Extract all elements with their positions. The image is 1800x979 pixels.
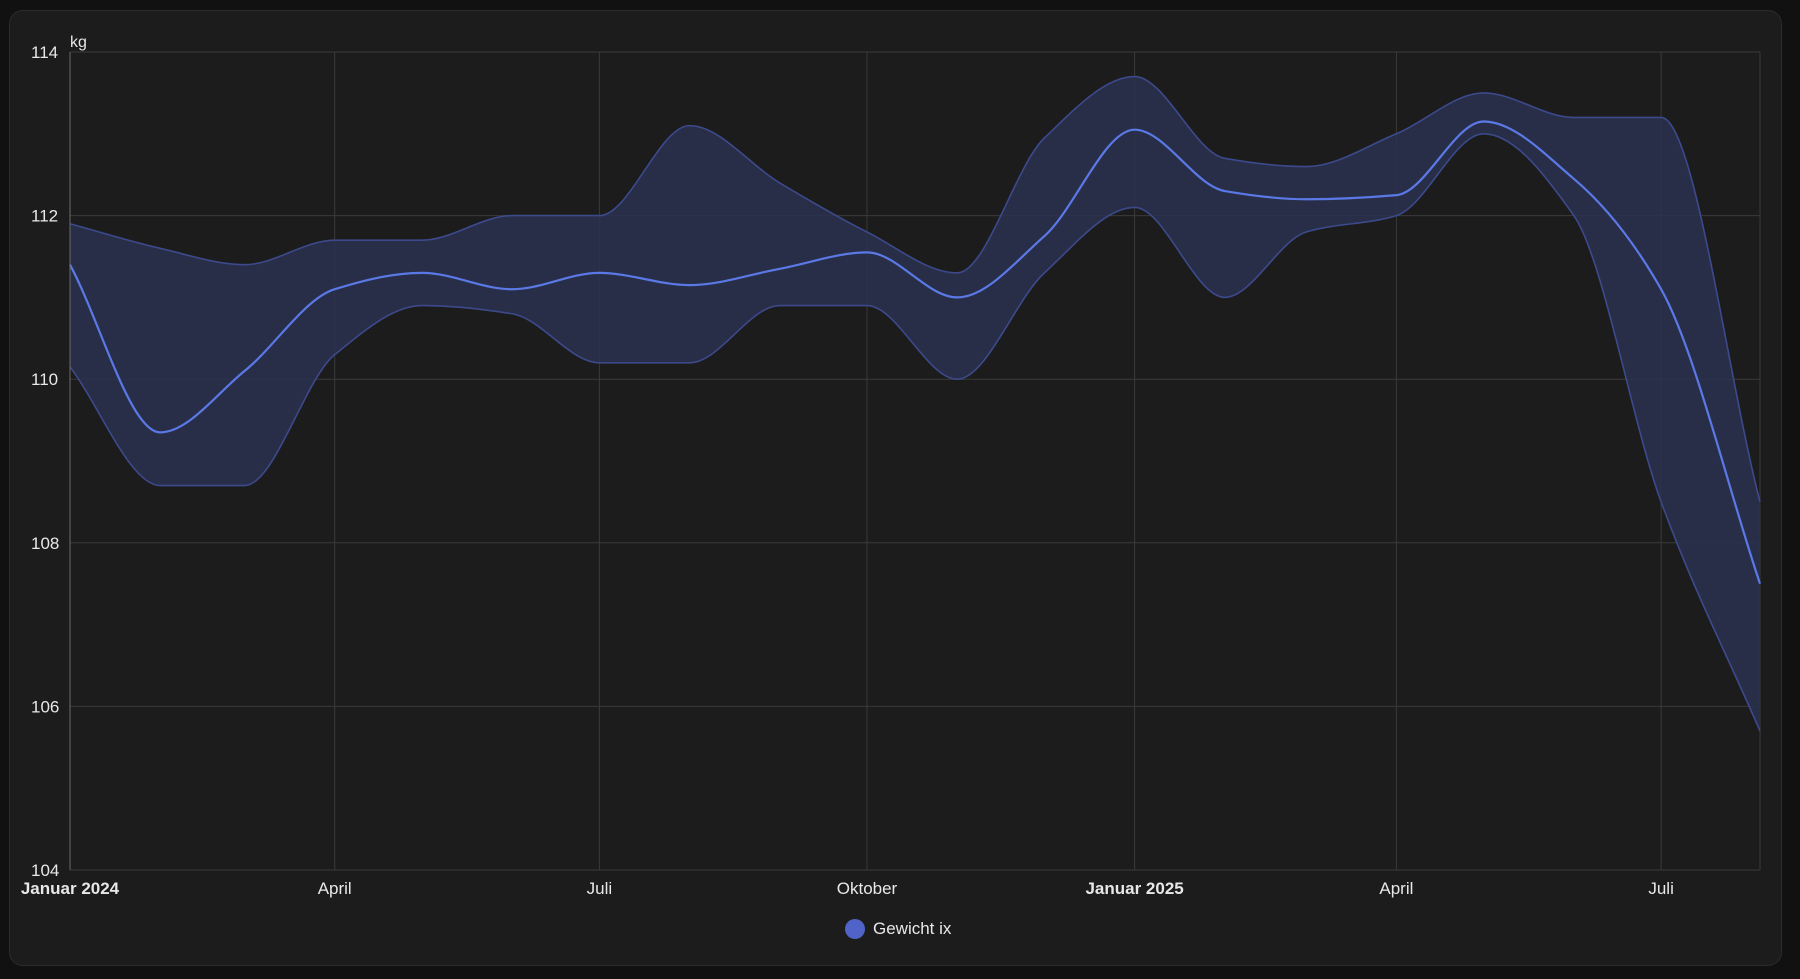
mean-line[interactable]: [69, 120, 1762, 585]
chart-card: [9, 10, 1782, 966]
y-tick-label: 104: [31, 861, 59, 880]
grid: [69, 51, 1761, 871]
min-line: [69, 132, 1761, 732]
y-tick-label: 108: [31, 534, 59, 553]
x-tick-label: April: [1379, 879, 1413, 898]
band-area: [70, 76, 1760, 731]
min-max-band: [70, 76, 1760, 731]
x-tick-label: Oktober: [837, 879, 898, 898]
series-lines: [69, 75, 1762, 732]
x-tick-label: Juli: [587, 879, 613, 898]
axes: 104 106 108 110 112 114 Januar 2024 April Juli Ok…: [21, 43, 1674, 898]
x-tick-label: April: [318, 879, 352, 898]
legend-label: Gewicht ix: [873, 919, 952, 938]
max-line: [69, 75, 1761, 503]
y-tick-label: 110: [31, 370, 58, 389]
y-tick-label: 106: [31, 697, 59, 716]
y-axis-unit: kg: [70, 34, 87, 51]
y-tick-label: 114: [31, 43, 58, 62]
legend-item-gewicht[interactable]: Gewicht ix: [845, 919, 951, 939]
x-tick-label: Juli: [1648, 879, 1674, 898]
legend-color-icon: [845, 919, 865, 939]
x-tick-label: Januar 2024: [21, 879, 120, 898]
x-tick-label: Januar 2025: [1085, 879, 1183, 898]
y-tick-label: 112: [31, 207, 58, 226]
